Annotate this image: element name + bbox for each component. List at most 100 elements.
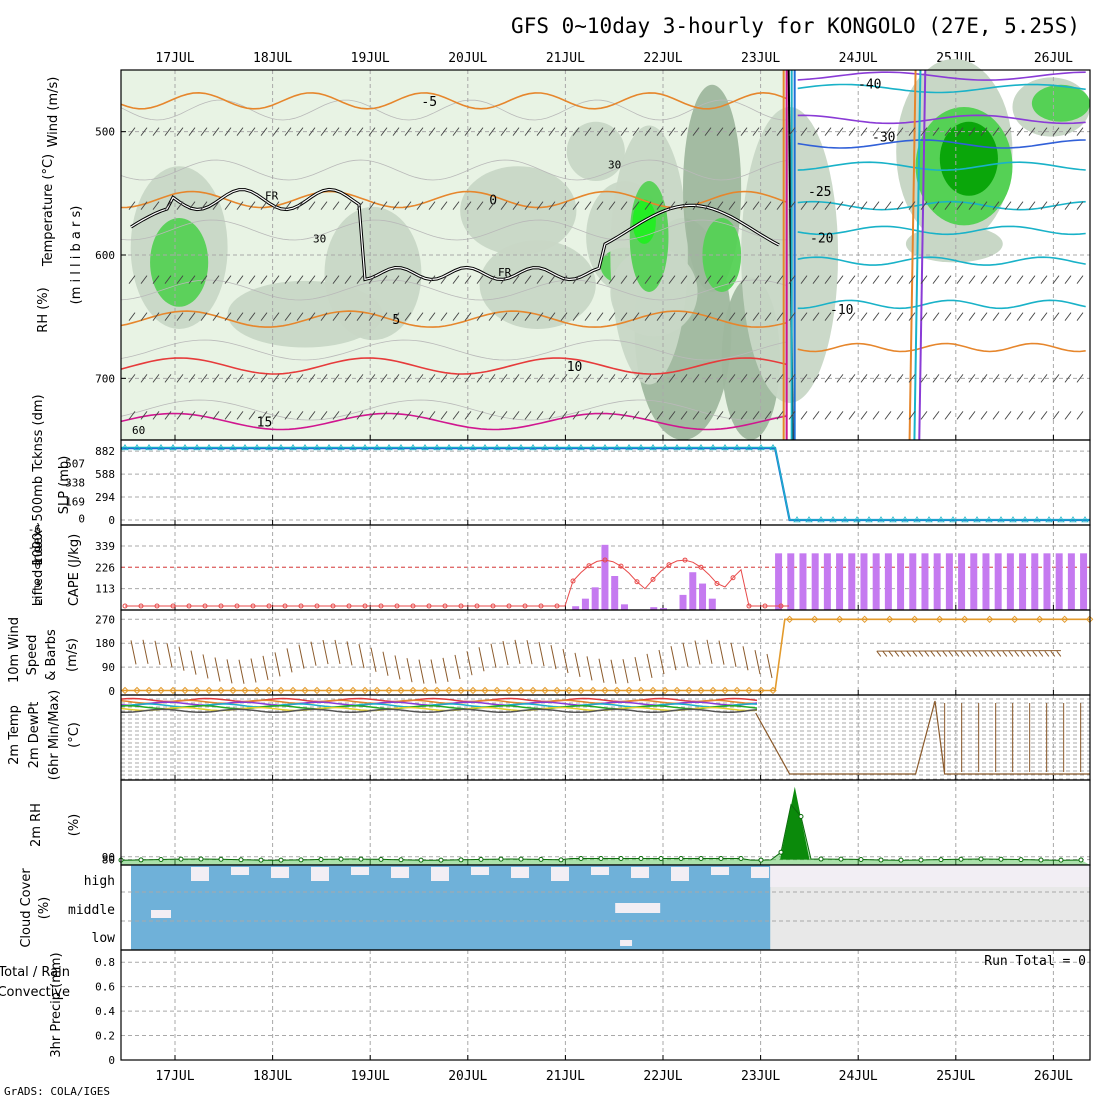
wind-barb [224, 374, 232, 383]
rh2m-marker [1058, 857, 1064, 863]
wind-barb [440, 312, 448, 321]
wind-barb [154, 640, 161, 665]
wind-barb [632, 127, 640, 136]
precip-ytick: 0.8 [95, 956, 115, 969]
wind-barb [334, 639, 341, 665]
wind-barb [1004, 374, 1012, 383]
wind-speed-marker [885, 615, 894, 624]
wind-barb [752, 411, 760, 420]
isotherm-line [120, 412, 788, 431]
wind-speed-marker [745, 686, 753, 695]
wind-speed-marker [757, 686, 765, 695]
wind-barb [538, 641, 545, 667]
cape-bar [689, 572, 697, 610]
wind-barb [824, 127, 832, 136]
cloud-level-label: low [92, 931, 116, 946]
thickness-marker [373, 443, 381, 451]
rh-contour [120, 399, 788, 421]
rh2m-marker [1038, 857, 1044, 863]
rh2m-marker [318, 856, 324, 862]
rh2m-marker [298, 857, 304, 863]
wind-ytick: 180 [95, 637, 115, 650]
wind-speed-marker [649, 686, 657, 695]
isotherm-right [797, 71, 1086, 81]
wind-barb [416, 275, 424, 284]
wind-barb [980, 374, 988, 383]
wind-barb [224, 312, 232, 321]
bottom-date-label: 23JUL [741, 1069, 780, 1084]
wind-barb [332, 201, 340, 210]
cloud-gap [615, 903, 661, 913]
wind-speed-marker [397, 686, 405, 695]
wind-barb [848, 374, 856, 383]
isotherm-right [797, 256, 1086, 266]
rh-contour [120, 339, 788, 361]
wind-barb [572, 201, 580, 210]
thickness-marker [997, 516, 1005, 523]
wind-speed-marker [193, 686, 201, 695]
wind-barb [1026, 650, 1032, 657]
wind-barb [344, 411, 352, 420]
wind-barb [524, 201, 532, 210]
rh2m-ytick: 90 [102, 851, 115, 864]
cape-bar [708, 598, 716, 610]
wind-barb [212, 411, 220, 420]
wind-barb [1016, 201, 1024, 210]
wind-barb [632, 312, 640, 321]
wind-barb [536, 374, 544, 383]
ylabel-minmax: (6hr Min/Max) [47, 690, 62, 780]
bottom-date-axis: 17JUL 18JUL 19JUL 20JUL 21JUL 22JUL 23JUL 24JUL… [155, 1069, 1073, 1084]
wind-barb [524, 275, 532, 284]
lifted-index-marker [506, 603, 512, 609]
wind-barb [920, 127, 928, 136]
thickness-marker [853, 516, 861, 523]
rh2m-marker [758, 857, 764, 863]
wind-barb [464, 127, 472, 136]
wind-barb [860, 374, 868, 383]
cape-bar [982, 553, 990, 610]
wind-barb [248, 275, 256, 284]
wind-barb [716, 411, 724, 420]
wind-barb [202, 654, 209, 679]
wind-barb [764, 374, 772, 383]
wind-speed-marker [1035, 615, 1044, 624]
wind-barb [152, 201, 160, 210]
cloud-level-label: middle [68, 903, 115, 918]
wind-speed-marker [253, 686, 261, 695]
thickness-marker [757, 443, 765, 451]
wind-barb [788, 374, 796, 383]
cape-bar [799, 553, 807, 610]
upper-ytick: 600 [95, 249, 115, 262]
isotherm-right [797, 139, 1086, 149]
wind-barb [488, 374, 496, 383]
wind-barb [680, 411, 688, 420]
cape-bar [933, 553, 941, 610]
wind-barb [464, 374, 472, 383]
rh2m-marker [598, 855, 604, 861]
wind-barb [968, 201, 976, 210]
cloud-level-label: high [84, 874, 115, 889]
ylabel-speed: Speed [25, 635, 40, 676]
wind-barb [776, 374, 784, 383]
upper-ytick: 500 [95, 126, 115, 139]
wind-barb [1064, 411, 1072, 420]
wind-barb [596, 411, 604, 420]
wind-speed-marker [457, 686, 465, 695]
wind-barb [512, 312, 520, 321]
wind-barb [1076, 312, 1084, 321]
li-ytick: 6 [34, 595, 41, 608]
wind-barb [680, 374, 688, 383]
wind-speed-marker [493, 686, 501, 695]
wind-speed-marker [145, 686, 153, 695]
rh2m-peak [780, 786, 810, 860]
lifted-index-marker [634, 579, 640, 585]
wind-barb [896, 275, 904, 284]
freezing-line-inner [130, 188, 780, 281]
wind-barb [584, 127, 592, 136]
thick-ytick: 338 [65, 477, 85, 490]
wind-barb [260, 312, 268, 321]
wind-barb [620, 374, 628, 383]
wind-barb [478, 647, 485, 672]
lifted-index-marker [138, 603, 144, 609]
precip-ytick: 0.4 [95, 1005, 115, 1018]
